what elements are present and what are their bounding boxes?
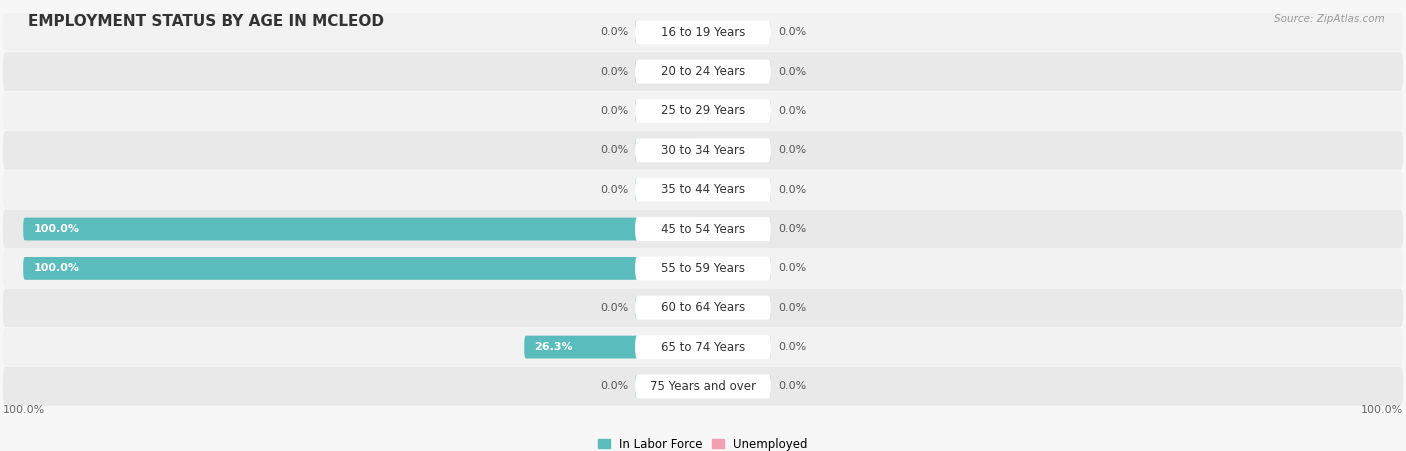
FancyBboxPatch shape bbox=[3, 92, 1403, 130]
Legend: In Labor Force, Unemployed: In Labor Force, Unemployed bbox=[593, 433, 813, 451]
Text: 0.0%: 0.0% bbox=[600, 145, 628, 155]
FancyBboxPatch shape bbox=[3, 328, 1403, 366]
FancyBboxPatch shape bbox=[703, 218, 770, 240]
Text: 0.0%: 0.0% bbox=[778, 263, 806, 273]
FancyBboxPatch shape bbox=[636, 256, 770, 281]
FancyBboxPatch shape bbox=[3, 52, 1403, 91]
FancyBboxPatch shape bbox=[703, 60, 770, 83]
Text: 100.0%: 100.0% bbox=[3, 405, 45, 415]
Text: 35 to 44 Years: 35 to 44 Years bbox=[661, 183, 745, 196]
FancyBboxPatch shape bbox=[636, 138, 770, 162]
FancyBboxPatch shape bbox=[524, 336, 703, 359]
FancyBboxPatch shape bbox=[22, 257, 703, 280]
Text: 0.0%: 0.0% bbox=[600, 303, 628, 313]
Text: 0.0%: 0.0% bbox=[778, 184, 806, 195]
FancyBboxPatch shape bbox=[636, 374, 770, 398]
Text: 100.0%: 100.0% bbox=[34, 263, 79, 273]
Text: 65 to 74 Years: 65 to 74 Years bbox=[661, 341, 745, 354]
FancyBboxPatch shape bbox=[636, 178, 770, 202]
FancyBboxPatch shape bbox=[636, 60, 770, 83]
Text: 0.0%: 0.0% bbox=[778, 106, 806, 116]
FancyBboxPatch shape bbox=[3, 131, 1403, 170]
FancyBboxPatch shape bbox=[703, 257, 770, 280]
Text: 100.0%: 100.0% bbox=[34, 224, 79, 234]
FancyBboxPatch shape bbox=[703, 100, 770, 122]
FancyBboxPatch shape bbox=[703, 296, 770, 319]
Text: 0.0%: 0.0% bbox=[600, 382, 628, 391]
Text: 26.3%: 26.3% bbox=[534, 342, 574, 352]
FancyBboxPatch shape bbox=[3, 249, 1403, 288]
Text: 0.0%: 0.0% bbox=[778, 28, 806, 37]
Text: 30 to 34 Years: 30 to 34 Years bbox=[661, 144, 745, 157]
Text: 0.0%: 0.0% bbox=[778, 145, 806, 155]
FancyBboxPatch shape bbox=[3, 367, 1403, 406]
Text: 45 to 54 Years: 45 to 54 Years bbox=[661, 222, 745, 235]
FancyBboxPatch shape bbox=[3, 289, 1403, 327]
Text: Source: ZipAtlas.com: Source: ZipAtlas.com bbox=[1274, 14, 1385, 23]
FancyBboxPatch shape bbox=[636, 99, 770, 123]
Text: 0.0%: 0.0% bbox=[600, 67, 628, 77]
FancyBboxPatch shape bbox=[703, 375, 770, 398]
Text: 0.0%: 0.0% bbox=[778, 303, 806, 313]
FancyBboxPatch shape bbox=[703, 178, 770, 201]
Text: 25 to 29 Years: 25 to 29 Years bbox=[661, 105, 745, 117]
Text: 20 to 24 Years: 20 to 24 Years bbox=[661, 65, 745, 78]
FancyBboxPatch shape bbox=[703, 336, 770, 359]
FancyBboxPatch shape bbox=[22, 218, 703, 240]
FancyBboxPatch shape bbox=[636, 217, 770, 241]
Text: 0.0%: 0.0% bbox=[778, 342, 806, 352]
FancyBboxPatch shape bbox=[3, 13, 1403, 51]
Text: EMPLOYMENT STATUS BY AGE IN MCLEOD: EMPLOYMENT STATUS BY AGE IN MCLEOD bbox=[28, 14, 384, 28]
FancyBboxPatch shape bbox=[703, 21, 770, 44]
FancyBboxPatch shape bbox=[636, 296, 770, 320]
Text: 0.0%: 0.0% bbox=[600, 106, 628, 116]
Text: 0.0%: 0.0% bbox=[778, 382, 806, 391]
Text: 0.0%: 0.0% bbox=[600, 184, 628, 195]
FancyBboxPatch shape bbox=[636, 296, 703, 319]
FancyBboxPatch shape bbox=[636, 178, 703, 201]
FancyBboxPatch shape bbox=[636, 21, 703, 44]
Text: 75 Years and over: 75 Years and over bbox=[650, 380, 756, 393]
Text: 60 to 64 Years: 60 to 64 Years bbox=[661, 301, 745, 314]
Text: 0.0%: 0.0% bbox=[778, 224, 806, 234]
FancyBboxPatch shape bbox=[636, 20, 770, 44]
FancyBboxPatch shape bbox=[636, 139, 703, 162]
FancyBboxPatch shape bbox=[703, 139, 770, 162]
Text: 0.0%: 0.0% bbox=[600, 28, 628, 37]
FancyBboxPatch shape bbox=[636, 100, 703, 122]
FancyBboxPatch shape bbox=[636, 60, 703, 83]
FancyBboxPatch shape bbox=[636, 375, 703, 398]
FancyBboxPatch shape bbox=[3, 210, 1403, 249]
FancyBboxPatch shape bbox=[3, 170, 1403, 209]
FancyBboxPatch shape bbox=[636, 335, 770, 359]
Text: 55 to 59 Years: 55 to 59 Years bbox=[661, 262, 745, 275]
Text: 16 to 19 Years: 16 to 19 Years bbox=[661, 26, 745, 39]
Text: 0.0%: 0.0% bbox=[778, 67, 806, 77]
Text: 100.0%: 100.0% bbox=[1361, 405, 1403, 415]
